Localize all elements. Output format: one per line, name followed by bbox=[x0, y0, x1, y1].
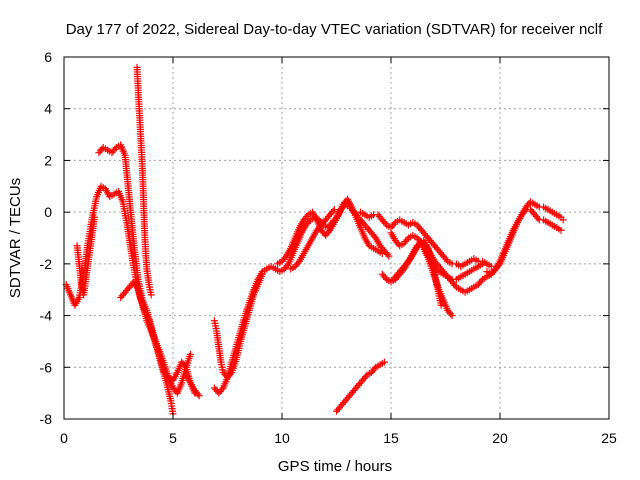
data-point bbox=[479, 260, 487, 268]
data-point bbox=[325, 228, 333, 236]
x-tick-label: 20 bbox=[492, 430, 508, 446]
data-point bbox=[111, 145, 119, 153]
data-point bbox=[557, 226, 565, 234]
series-arc-4 bbox=[73, 213, 99, 299]
data-point bbox=[399, 267, 407, 275]
data-point bbox=[383, 250, 391, 258]
data-point bbox=[330, 206, 338, 214]
chart-title: Day 177 of 2022, Sidereal Day-to-day VTE… bbox=[66, 21, 603, 38]
data-point bbox=[283, 262, 291, 270]
data-point bbox=[258, 270, 266, 278]
data-point bbox=[487, 262, 495, 270]
y-tick-label: -4 bbox=[40, 308, 53, 324]
data-point bbox=[490, 267, 498, 275]
data-point bbox=[385, 252, 393, 260]
x-tick-label: 10 bbox=[274, 430, 290, 446]
series-arc-16 bbox=[422, 206, 565, 296]
data-point bbox=[362, 373, 370, 381]
data-point bbox=[329, 207, 337, 215]
data-point bbox=[91, 213, 99, 221]
data-series bbox=[62, 63, 567, 418]
data-point bbox=[194, 390, 202, 398]
series-arc-6 bbox=[182, 371, 203, 400]
series-arc-5 bbox=[117, 278, 194, 397]
series-arc-11 bbox=[333, 358, 388, 415]
axis-ticks: 0 5 10 15 20 25 -8 -6 -4 -2 0 2 4 6 bbox=[40, 49, 617, 446]
data-point bbox=[380, 358, 388, 366]
series-arc-17 bbox=[483, 198, 567, 278]
x-tick-label: 15 bbox=[383, 430, 399, 446]
data-point bbox=[303, 212, 311, 220]
data-point bbox=[305, 218, 313, 226]
data-point bbox=[226, 370, 234, 378]
series-arc-12 bbox=[356, 208, 495, 270]
x-axis-label: GPS time / hours bbox=[278, 458, 392, 475]
x-tick-label: 0 bbox=[60, 430, 68, 446]
data-point bbox=[442, 256, 450, 264]
grid bbox=[64, 57, 609, 419]
y-tick-label: 6 bbox=[44, 49, 52, 65]
y-tick-label: -6 bbox=[40, 359, 53, 375]
data-point bbox=[534, 214, 542, 222]
data-point bbox=[451, 281, 459, 289]
series-arc-1 bbox=[62, 182, 177, 418]
series-arc-8 bbox=[210, 270, 266, 382]
data-point bbox=[381, 274, 389, 282]
y-tick-label: -2 bbox=[40, 256, 53, 272]
data-point bbox=[381, 219, 389, 227]
data-point bbox=[477, 277, 485, 285]
data-point bbox=[294, 259, 302, 267]
data-point bbox=[390, 220, 398, 228]
y-tick-label: 0 bbox=[44, 204, 52, 220]
x-tick-label: 25 bbox=[601, 430, 617, 446]
data-point bbox=[437, 301, 445, 309]
x-tick-label: 5 bbox=[169, 430, 177, 446]
y-tick-label: 4 bbox=[44, 101, 52, 117]
data-point bbox=[448, 312, 456, 320]
data-point bbox=[281, 254, 289, 262]
series-arc-15 bbox=[378, 239, 456, 320]
series-arc-3 bbox=[133, 63, 155, 299]
series-arc-10 bbox=[287, 206, 338, 273]
data-point bbox=[195, 392, 203, 400]
y-tick-label: -8 bbox=[40, 411, 53, 427]
data-point bbox=[147, 291, 155, 299]
data-point bbox=[370, 232, 378, 240]
data-point bbox=[378, 250, 386, 258]
data-point bbox=[403, 236, 411, 244]
y-axis-label: SDTVAR / TECUs bbox=[7, 178, 24, 298]
data-point bbox=[370, 365, 378, 373]
series-arc-9 bbox=[274, 195, 386, 268]
y-tick-label: 2 bbox=[44, 152, 52, 168]
plot-frame bbox=[63, 56, 610, 420]
data-point bbox=[447, 310, 455, 318]
data-point bbox=[559, 216, 567, 224]
data-point bbox=[186, 350, 194, 358]
data-point bbox=[218, 386, 226, 394]
